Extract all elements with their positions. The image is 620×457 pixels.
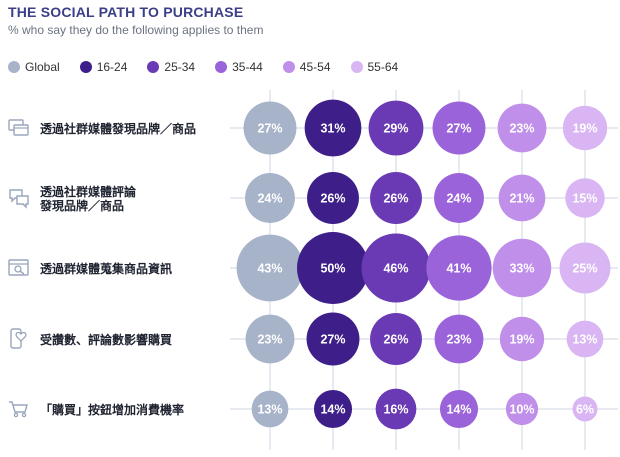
data-label: 10%	[509, 403, 534, 417]
bubble	[566, 320, 604, 358]
data-label: 23%	[257, 333, 282, 347]
legend-item: 16-24	[79, 60, 128, 74]
row-label: 「購買」按鈕增加消費機率	[40, 402, 184, 417]
data-label: 24%	[257, 192, 282, 206]
bubble	[306, 312, 360, 366]
bubble	[236, 234, 304, 302]
legend-label: 25-34	[164, 60, 196, 74]
bubble	[245, 173, 295, 223]
legend: Global 16-24 25-34 35-44 45-54 55-64	[8, 60, 418, 74]
data-label: 27%	[446, 122, 471, 136]
data-label: 26%	[383, 192, 408, 206]
bubble	[426, 235, 492, 301]
chat-bubbles-icon	[9, 189, 29, 209]
bubble	[297, 232, 369, 304]
data-label: 50%	[320, 262, 345, 276]
legend-item: Global	[8, 60, 60, 74]
bubble	[243, 101, 297, 155]
data-label: 15%	[572, 192, 597, 206]
row-label: 受讚數、評論數影響購買	[40, 332, 172, 347]
phone-heart-icon	[10, 328, 27, 349]
data-label: 27%	[257, 122, 282, 136]
row-label: 發現品牌／商品	[39, 198, 124, 213]
data-label: 21%	[509, 192, 534, 206]
bubble	[368, 100, 424, 156]
bubble	[562, 105, 608, 151]
search-window-icon	[8, 259, 29, 276]
data-label: 41%	[446, 262, 471, 276]
chart-title: THE SOCIAL PATH TO PURCHASE	[8, 4, 244, 20]
row-label: 透過社群媒體發現品牌／商品	[40, 121, 196, 136]
bubble	[439, 389, 479, 429]
data-label: 13%	[572, 333, 597, 347]
bubble	[565, 178, 605, 218]
legend-swatch	[79, 61, 92, 73]
data-label: 29%	[383, 122, 408, 136]
bubble	[375, 388, 417, 430]
bubble	[572, 396, 598, 422]
bubble	[370, 172, 422, 224]
bubble	[313, 389, 353, 429]
data-label: 16%	[383, 403, 408, 417]
legend-item: 55-64	[350, 60, 399, 74]
bubble	[498, 174, 546, 222]
bubble	[245, 314, 295, 364]
data-label: 23%	[446, 333, 471, 347]
legend-item: 45-54	[282, 60, 331, 74]
bubble	[251, 390, 289, 428]
bubble	[304, 99, 362, 157]
data-label: 43%	[257, 262, 282, 276]
bubble	[434, 314, 484, 364]
bubble	[307, 172, 359, 224]
data-label: 33%	[509, 262, 534, 276]
data-label: 27%	[320, 333, 345, 347]
data-label: 26%	[383, 333, 408, 347]
legend-label: 35-44	[232, 60, 263, 74]
bubble	[499, 316, 545, 362]
data-label: 24%	[446, 192, 471, 206]
legend-label: Global	[25, 60, 60, 74]
row-labels: 透過社群媒體發現品牌／商品透過社群媒體評論發現品牌／商品透過群媒體蒐集商品資訊受…	[8, 119, 196, 418]
browser-windows-icon	[8, 119, 29, 136]
data-label: 31%	[320, 122, 345, 136]
bubble	[497, 103, 547, 153]
bubble	[432, 101, 486, 155]
row-label: 透過群媒體蒐集商品資訊	[40, 261, 172, 276]
legend-item: 25-34	[147, 60, 195, 74]
bubble	[434, 173, 484, 223]
bubble	[505, 392, 539, 426]
legend-item: 35-44	[215, 60, 263, 74]
chart-subtitle: % who say they do the following applies …	[8, 23, 264, 37]
data-label: 14%	[446, 403, 471, 417]
data-label: 13%	[257, 403, 282, 417]
data-label: 19%	[509, 333, 534, 347]
legend-swatch	[215, 61, 228, 73]
bubble	[492, 238, 552, 298]
legend-swatch	[8, 61, 20, 73]
legend-label: 45-54	[299, 60, 331, 74]
bubble	[370, 313, 422, 365]
legend-label: 16-24	[96, 60, 128, 74]
data-label: 23%	[509, 122, 534, 136]
legend-swatch	[282, 61, 295, 73]
bubble	[361, 233, 431, 303]
legend-swatch	[147, 61, 160, 73]
data-label: 14%	[320, 403, 345, 417]
data-label: 6%	[576, 403, 594, 417]
data-label: 25%	[572, 262, 597, 276]
shopping-cart-icon	[9, 401, 28, 418]
row-label: 透過社群媒體評論	[40, 184, 137, 199]
data-label: 26%	[320, 192, 345, 206]
legend-swatch	[350, 61, 363, 73]
legend-label: 55-64	[367, 60, 399, 74]
bubble	[559, 242, 611, 294]
data-label: 19%	[572, 122, 597, 136]
data-label: 46%	[383, 262, 408, 276]
bubbles: 27% 31% 29% 27% 23% 19% 24% 26% 26% 24% 21% 15% 43% 5…	[236, 99, 611, 430]
